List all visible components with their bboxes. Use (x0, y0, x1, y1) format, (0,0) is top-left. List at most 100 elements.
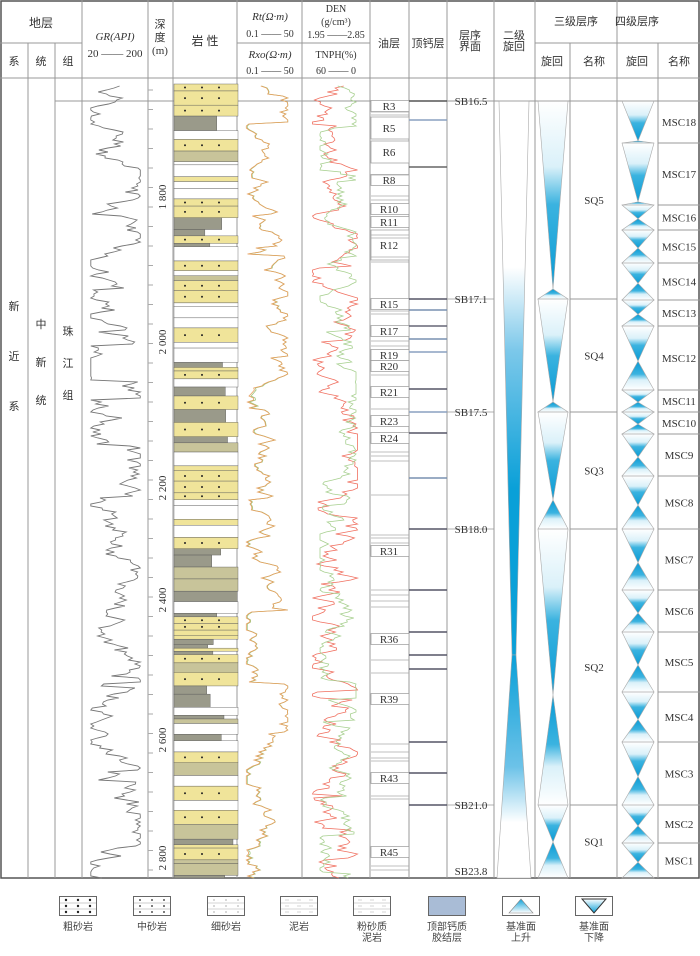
msc-fall-triangle (621, 528, 655, 564)
mudstone-bed (173, 436, 228, 444)
msc-fall-triangle (621, 142, 655, 204)
table-header: 地层系 统 组 GR(API) 20 —— 200 深度(m) 岩 性 Rt(Ω·m) 0.1 … (9, 4, 691, 77)
sand-dot (184, 542, 186, 545)
msc-fall-triangle (621, 229, 655, 249)
sand-dot (218, 373, 220, 376)
strata-system-char: 新 (9, 299, 20, 313)
legend-label: 胶结层 (432, 933, 462, 944)
msc-fall-triangle (621, 204, 655, 220)
header-second-cycle: 二级 (503, 29, 525, 42)
sandstone-bed (173, 629, 239, 636)
mudstone-bed (173, 685, 207, 695)
sand-dot (218, 238, 220, 241)
header-depth: (m) (152, 45, 168, 57)
fourth-order-label: MSC5 (665, 657, 694, 669)
sand-dot (201, 474, 203, 477)
sandstone-bed (173, 198, 239, 207)
header-third-order: 三级层序 (554, 14, 598, 28)
fourth-order-label: MSC7 (665, 555, 694, 567)
sequence-boundary-label: SB16.5 (455, 96, 488, 108)
oil-layer-label: R11 (380, 217, 398, 229)
header-fourth-name: 名称 (668, 54, 690, 68)
header-second-cycle: 旋回 (503, 39, 525, 53)
msc-rise-triangle (621, 561, 655, 591)
silty-mudstone-bed (173, 863, 239, 876)
msc-rise-triangle (621, 718, 655, 743)
msc-rise-triangle (621, 282, 655, 301)
sand-dot (184, 144, 186, 147)
sand-dot (201, 238, 203, 241)
sand-dot (184, 334, 186, 337)
sandstone-bed (173, 205, 239, 218)
sand-dot (218, 264, 220, 267)
top-calcareous-column (409, 100, 447, 806)
sand-dot (218, 625, 220, 628)
sand-dot (218, 210, 220, 213)
sandstone-bed (173, 260, 239, 271)
fine-sandstone-swatch (207, 896, 245, 916)
header-stratum: 地层 (29, 16, 53, 30)
oil-layer-box (370, 360, 410, 372)
rt-curve (246, 85, 289, 879)
fourth-order-label: MSC6 (665, 606, 694, 618)
mudstone-bed (173, 644, 208, 649)
header-lithology: 岩 性 (191, 33, 218, 48)
sand-dot (184, 373, 186, 376)
fourth-order-label: MSC16 (662, 213, 697, 225)
legend-item-mudstone: 泥岩 (269, 896, 329, 933)
header-system: 系 (9, 55, 20, 68)
sandstone-bed (173, 280, 239, 291)
base-level-rise-triangle (537, 288, 569, 300)
oil-layer-box (370, 216, 410, 228)
sand-dot (218, 756, 220, 759)
third-order-label: SQ1 (584, 837, 604, 849)
header-rxo-range: 0.1 —— 50 (246, 66, 294, 77)
fine-sandstone-bed (173, 306, 239, 319)
well-log-figure: 地层系统组GR(API)20 —— 200深度(m)岩 性Rt(Ω·m)0.1 … (0, 0, 700, 879)
depth-label: 2 000 (157, 329, 169, 354)
sand-dot (218, 334, 220, 337)
header-depth: 度 (155, 30, 166, 44)
fine-sandstone-bed (173, 525, 239, 538)
oil-layer-box (370, 386, 410, 398)
base-level-rise-triangle (537, 841, 569, 879)
legend-item-fine-sandstone: 细砂岩 (196, 896, 256, 933)
sand-dot (218, 792, 220, 795)
sand-dot (184, 264, 186, 267)
legend-label: 泥岩 (289, 922, 309, 933)
sand-dot (201, 542, 203, 545)
sand-dot (201, 657, 203, 660)
header-fourth-order: 四级层序 (615, 14, 659, 28)
sand-dot (201, 109, 203, 112)
sandstone-bed (173, 395, 239, 410)
sand-dot (184, 756, 186, 759)
sand-dot (201, 816, 203, 819)
mudstone-bed (173, 362, 223, 368)
fine-sandstone-bed (173, 378, 239, 388)
oil-layer-box (370, 298, 410, 310)
msc-fall-triangle (621, 691, 655, 721)
silty-mudstone-bed (173, 824, 239, 840)
sand-dot (201, 756, 203, 759)
header-tnph-range: 60 —— 0 (316, 66, 356, 77)
mudstone-bed (173, 734, 222, 741)
silty-mudstone-bed (173, 762, 239, 776)
sequence-boundary-label: SB17.5 (455, 407, 488, 419)
sandstone-bed (173, 785, 239, 801)
fine-sandstone-bed (173, 775, 239, 787)
silty-mudstone-bed (173, 566, 239, 580)
sand-dot (201, 284, 203, 287)
sequence-boundary-label: SB17.1 (455, 294, 488, 306)
sand-dot (201, 201, 203, 204)
mudstone-bed (173, 386, 226, 397)
header-third-cycle: 旋回 (541, 54, 563, 68)
fine-sandstone-bed (173, 347, 239, 363)
sand-dot (201, 86, 203, 89)
mudstone-swatch (280, 896, 318, 916)
sand-dot (218, 485, 220, 488)
depth-track: 1 800 2 000 2 200 2 400 2 600 2 800 (148, 89, 169, 871)
mudstone-bed (173, 613, 217, 618)
fourth-order-label: MSC9 (665, 450, 694, 462)
gr-curve (89, 85, 143, 879)
